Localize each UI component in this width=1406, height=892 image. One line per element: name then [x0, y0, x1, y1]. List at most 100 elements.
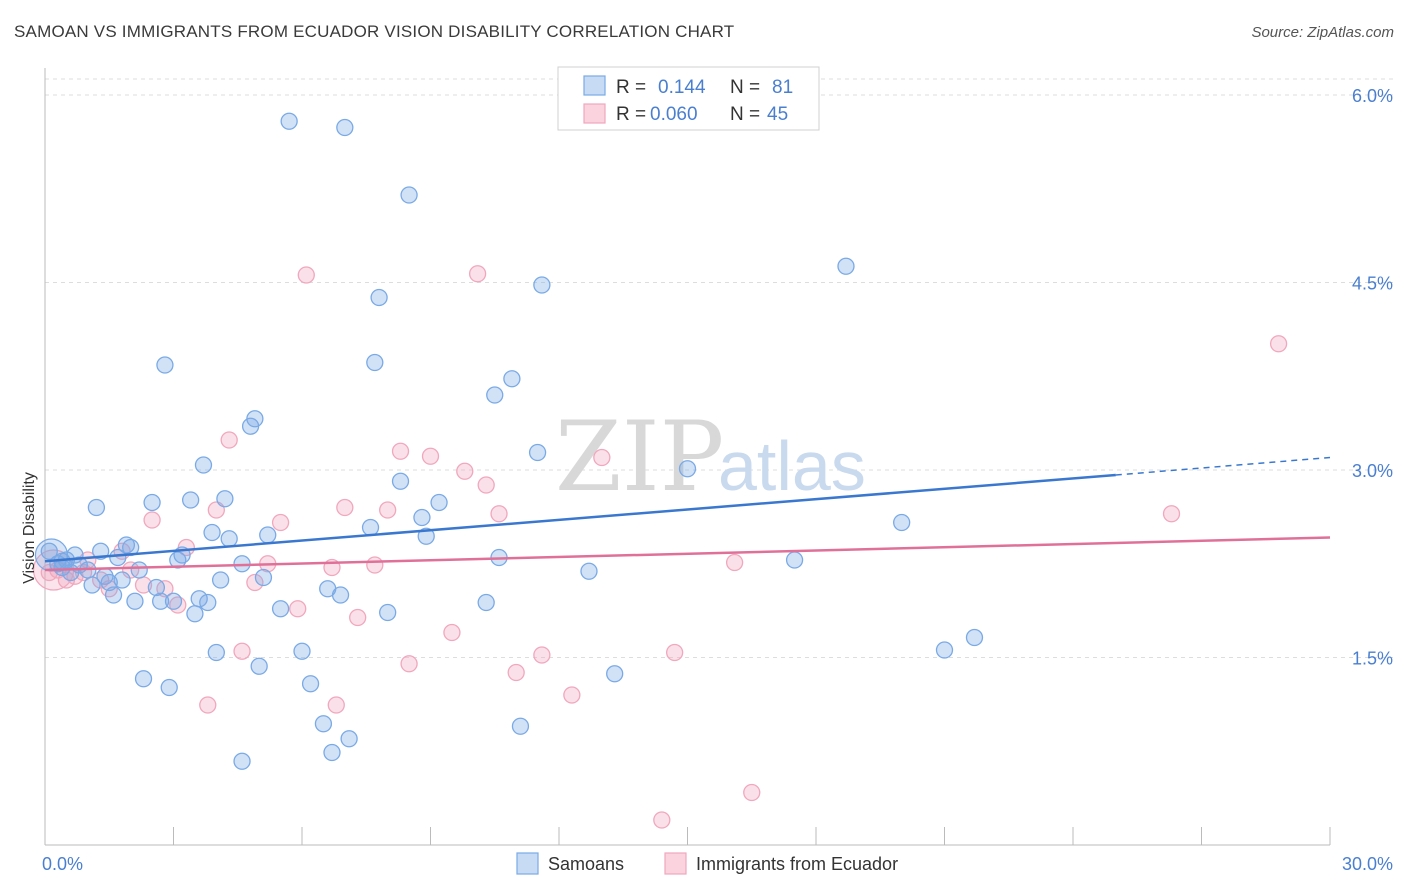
trend-lines [44, 456, 1331, 572]
point-ecuador-35 [468, 265, 487, 283]
point-samoans-52 [323, 743, 341, 762]
point-samoans-72 [580, 562, 598, 580]
point-samoans-0 [40, 542, 58, 560]
point-samoans-32 [194, 456, 213, 474]
legend-r-value-1: 0.144 [658, 77, 706, 98]
point-ecuador-42 [653, 811, 671, 829]
point-ecuador-15 [199, 696, 217, 714]
grid-lines [45, 78, 1395, 658]
point-ecuador-21 [271, 513, 290, 532]
bottom-legend-ecuador: Immigrants from Ecuador [696, 854, 898, 874]
point-samoans-30 [186, 605, 204, 623]
legend-swatch-samoans [583, 75, 606, 96]
watermark: ZIP atlas [555, 401, 866, 513]
x-tick-label-0: 0.0% [42, 854, 83, 874]
point-ecuador-30 [391, 442, 410, 460]
point-samoans-37 [216, 490, 234, 508]
legend-r-label-2: R = [616, 104, 646, 125]
point-ecuador-46 [1162, 505, 1181, 523]
point-ecuador-34 [456, 462, 474, 480]
point-ecuador-33 [443, 623, 461, 642]
point-samoans-44 [254, 568, 273, 587]
correlation-legend: R = 0.144 N = 81 R = 0.060 N = 45 [557, 66, 820, 131]
point-ecuador-31 [400, 655, 418, 673]
point-ecuador-27 [349, 608, 367, 627]
trend-ecuador [44, 536, 1331, 572]
y-tick-label-0: 1.5% [1352, 649, 1393, 669]
y-tick-label-3: 6.0% [1352, 86, 1393, 106]
point-samoans-19 [130, 561, 148, 579]
point-ecuador-36 [477, 476, 495, 494]
point-samoans-62 [413, 508, 431, 527]
point-ecuador-22 [289, 600, 307, 618]
y-tick-label-2: 4.5% [1352, 274, 1393, 294]
point-samoans-60 [391, 472, 410, 490]
point-samoans-50 [314, 715, 333, 733]
point-samoans-35 [207, 643, 225, 662]
legend-r-value-2: 0.060 [650, 104, 698, 125]
legend-r-label-1: R = [616, 77, 646, 98]
point-ecuador-25 [327, 696, 345, 714]
point-ecuador-29 [379, 501, 397, 519]
point-samoans-43 [250, 657, 268, 675]
legend-n-value-1: 81 [772, 77, 793, 98]
point-ecuador-40 [563, 686, 581, 704]
point-ecuador-41 [593, 448, 611, 467]
point-samoans-54 [336, 118, 354, 137]
point-samoans-64 [430, 493, 448, 512]
point-samoans-33 [199, 593, 217, 612]
point-samoans-48 [293, 642, 311, 660]
point-ecuador-45 [743, 783, 761, 802]
point-samoans-47 [280, 112, 298, 130]
point-samoans-63 [417, 527, 435, 545]
point-samoans-40 [233, 752, 251, 770]
point-ecuador-23 [297, 266, 315, 284]
point-ecuador-26 [336, 498, 354, 517]
point-samoans-45 [259, 526, 277, 544]
point-samoans-46 [271, 600, 290, 618]
y-axis-label: Vision Disability [21, 472, 38, 584]
legend-n-label-2: N = [730, 104, 760, 125]
point-samoans-70 [528, 443, 547, 462]
point-samoans-42 [246, 410, 264, 428]
watermark-atlas: atlas [718, 427, 866, 505]
point-samoans-22 [147, 578, 166, 597]
point-samoans-75 [785, 551, 804, 569]
point-ecuador-11 [143, 511, 161, 529]
bottom-legend-swatch-samoans [516, 852, 539, 875]
point-ecuador-39 [533, 646, 551, 664]
point-ecuador-38 [507, 663, 525, 682]
series-legend: Samoans Immigrants from Ecuador [516, 852, 898, 875]
point-samoans-large [34, 538, 69, 572]
trend-samoans [44, 473, 1116, 563]
point-samoans-69 [511, 717, 530, 735]
point-samoans-36 [211, 571, 230, 589]
point-samoans-13 [104, 586, 123, 604]
legend-swatch-ecuador [583, 103, 606, 124]
point-samoans-58 [370, 288, 388, 307]
point-samoans-38 [220, 530, 238, 548]
point-samoans-29 [181, 491, 200, 509]
point-ecuador-28 [366, 556, 384, 574]
point-samoans-59 [379, 603, 397, 622]
x-tick-label-1: 30.0% [1342, 854, 1393, 874]
point-ecuador-19 [246, 573, 264, 592]
point-samoans-57 [366, 353, 384, 372]
axes [44, 68, 1331, 846]
point-samoans-66 [486, 386, 504, 404]
point-samoans-53 [331, 586, 350, 604]
point-samoans-15 [113, 571, 131, 589]
point-samoans-34 [203, 523, 221, 542]
point-samoans-76 [837, 257, 855, 275]
bottom-legend-samoans: Samoans [548, 854, 624, 874]
point-samoans-20 [134, 670, 153, 688]
point-samoans-9 [87, 498, 106, 517]
series-samoans-points [34, 112, 984, 770]
trend-samoans-extension [1115, 456, 1331, 476]
bottom-legend-swatch-ecuador [664, 852, 687, 875]
point-ecuador-17 [220, 431, 238, 449]
point-samoans-73 [606, 665, 624, 683]
point-samoans-18 [126, 592, 144, 610]
point-ecuador-32 [421, 447, 440, 465]
